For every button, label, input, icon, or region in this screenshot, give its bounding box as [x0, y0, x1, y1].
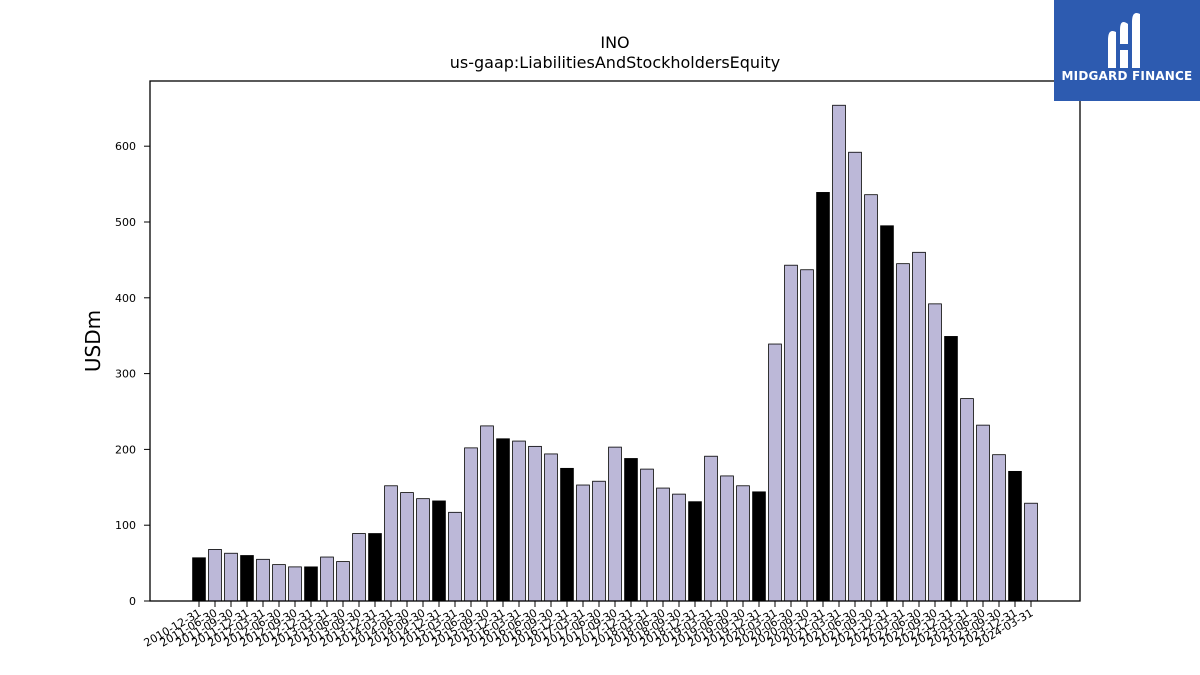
- bar: [224, 552, 238, 602]
- bar: [208, 549, 222, 602]
- bar: [752, 491, 766, 602]
- bar: [240, 555, 254, 602]
- chart-subtitle: us-gaap:LiabilitiesAndStockholdersEquity: [450, 53, 781, 72]
- bar: [320, 556, 334, 602]
- brand-name: MIDGARD FINANCE: [1061, 69, 1193, 83]
- bar: [416, 498, 430, 602]
- bar: [816, 192, 830, 602]
- bar: [832, 104, 846, 602]
- y-axis-label: USDm: [81, 310, 105, 372]
- bar: [768, 343, 782, 602]
- y-tick-label: 200: [115, 443, 136, 456]
- bar: [928, 303, 942, 602]
- bar: [368, 533, 382, 602]
- bar: [544, 453, 558, 602]
- logo-mark-icon: [1108, 13, 1140, 68]
- bar: [864, 194, 878, 602]
- bar: [896, 263, 910, 602]
- bar: [384, 485, 398, 602]
- bar: [992, 454, 1006, 602]
- x-axis-ticks: 2010-12-312011-06-302011-09-302011-12-31…: [142, 601, 1036, 650]
- y-tick-label: 500: [115, 216, 136, 229]
- bar: [528, 445, 542, 602]
- bar: [432, 500, 446, 602]
- bar: [256, 558, 270, 602]
- bar: [272, 564, 286, 602]
- bar: [704, 455, 718, 602]
- bar: [960, 398, 974, 602]
- y-tick-label: 300: [115, 368, 136, 381]
- bar: [800, 269, 814, 602]
- y-tick-label: 600: [115, 140, 136, 153]
- bar: [304, 566, 318, 602]
- bar: [608, 446, 622, 602]
- bar: [672, 493, 686, 602]
- bar: [192, 557, 206, 602]
- brand-logo: MIDGARD FINANCE: [1054, 0, 1200, 101]
- bar: [336, 561, 350, 602]
- bar: [736, 485, 750, 602]
- bar: [480, 425, 494, 602]
- y-tick-label: 400: [115, 292, 136, 305]
- plot-frame: [149, 80, 1081, 602]
- bar: [720, 475, 734, 602]
- bar: [624, 458, 638, 602]
- bar: [400, 492, 414, 602]
- bar: [448, 511, 462, 602]
- bar: [656, 487, 670, 602]
- bar: [576, 484, 590, 602]
- bar: [784, 264, 798, 602]
- bar: [688, 501, 702, 602]
- bar: [512, 440, 526, 602]
- bar: [1024, 502, 1038, 602]
- bar: [288, 566, 302, 602]
- chart-title: INO: [600, 33, 629, 52]
- bar-group: [192, 104, 1038, 602]
- bar: [880, 225, 894, 602]
- bar: [352, 533, 366, 602]
- bar: [496, 438, 510, 602]
- bar: [912, 251, 926, 602]
- bar: [640, 468, 654, 602]
- y-tick-label: 0: [129, 595, 136, 608]
- bar: [976, 424, 990, 602]
- bar: [592, 480, 606, 602]
- bar: [1008, 470, 1022, 602]
- bar: [464, 447, 478, 602]
- y-tick-label: 100: [115, 519, 136, 532]
- bar: [944, 336, 958, 602]
- bar: [848, 151, 862, 602]
- y-axis-ticks: 0 100 200 300 400 500 600: [115, 140, 150, 608]
- bar: [560, 467, 574, 602]
